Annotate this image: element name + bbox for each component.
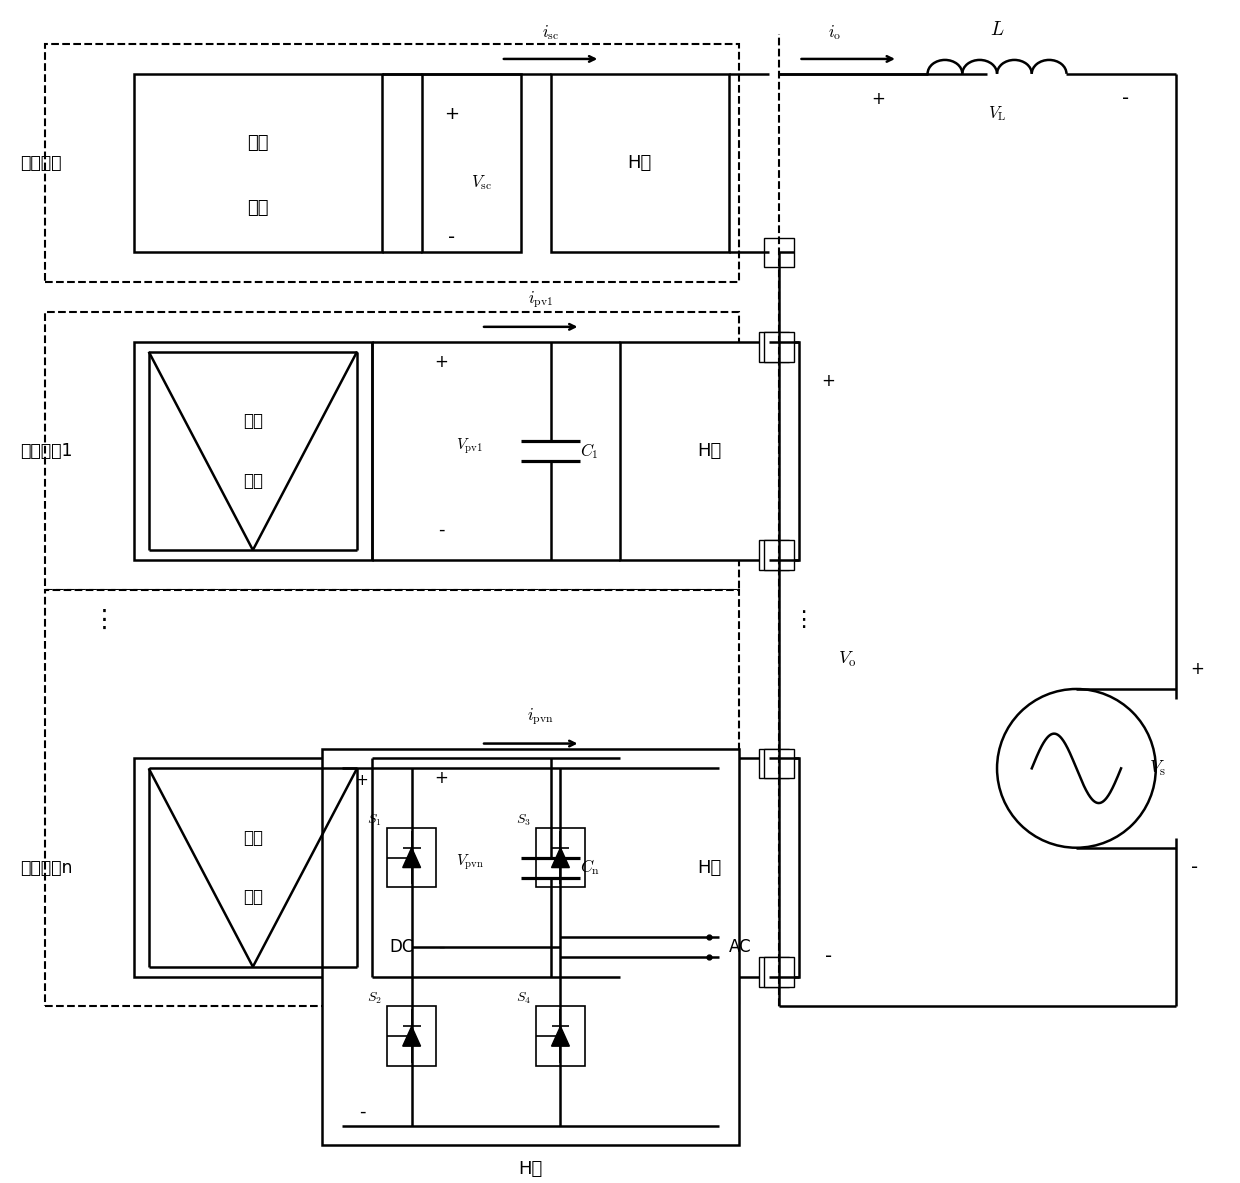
Bar (536, 1007, 585, 1066)
Text: H桥: H桥 (518, 1161, 543, 1178)
Text: AC: AC (729, 938, 751, 956)
Bar (322, 749, 739, 1145)
Text: -: - (1122, 89, 1130, 108)
Text: ⋮: ⋮ (92, 608, 117, 632)
Bar (764, 331, 794, 362)
Text: +: + (821, 373, 836, 390)
Text: 光伏: 光伏 (243, 412, 263, 431)
Polygon shape (403, 848, 420, 867)
Text: +: + (444, 104, 459, 123)
Text: $i_{\rm pv1}$: $i_{\rm pv1}$ (528, 289, 553, 310)
Text: $L$: $L$ (990, 21, 1004, 39)
Text: $S_3$: $S_3$ (516, 813, 531, 828)
Polygon shape (552, 1027, 569, 1046)
Text: 电池: 电池 (243, 888, 263, 906)
Text: +: + (1190, 660, 1204, 678)
Text: $V_{\rm pv1}$: $V_{\rm pv1}$ (456, 437, 484, 455)
Text: $V_{\rm sc}$: $V_{\rm sc}$ (471, 174, 492, 193)
Polygon shape (403, 1027, 420, 1046)
Bar (759, 957, 789, 987)
Text: $i_{\rm pvn}$: $i_{\rm pvn}$ (527, 706, 554, 726)
Text: -: - (825, 948, 832, 967)
Text: +: + (434, 353, 449, 370)
Text: 储能: 储能 (247, 135, 269, 153)
Text: +: + (434, 769, 449, 787)
Bar (387, 1007, 436, 1066)
Text: $V_{\rm L}$: $V_{\rm L}$ (988, 104, 1006, 123)
Bar (620, 342, 799, 560)
Bar (134, 342, 372, 560)
Bar (551, 73, 729, 252)
Text: DC: DC (389, 938, 414, 956)
Text: -: - (438, 522, 445, 539)
Text: 电池: 电池 (243, 472, 263, 490)
Bar (45, 44, 739, 283)
Text: 光伏: 光伏 (243, 829, 263, 847)
Text: $C_1$: $C_1$ (580, 441, 599, 460)
Bar (620, 758, 799, 977)
Bar (422, 73, 521, 252)
Text: H桥: H桥 (627, 154, 652, 172)
Text: $S_2$: $S_2$ (367, 991, 382, 1007)
Text: 普通单元1: 普通单元1 (20, 442, 72, 460)
Bar (764, 749, 794, 778)
Text: $C_{\rm n}$: $C_{\rm n}$ (580, 858, 600, 878)
Bar (759, 541, 789, 570)
Bar (134, 758, 372, 977)
Text: -: - (448, 228, 455, 247)
Bar (45, 312, 739, 590)
Text: -: - (1190, 858, 1198, 877)
Text: $V_{\rm o}$: $V_{\rm o}$ (838, 649, 857, 668)
Text: $V_{\rm pvn}$: $V_{\rm pvn}$ (456, 853, 485, 872)
Text: $i_{\rm sc}$: $i_{\rm sc}$ (542, 24, 559, 43)
Text: $V_{\rm s}$: $V_{\rm s}$ (1148, 758, 1166, 778)
Bar (764, 541, 794, 570)
Bar (387, 828, 436, 887)
Text: 元件: 元件 (247, 199, 269, 216)
Text: ⋮: ⋮ (792, 609, 815, 629)
Text: $S_4$: $S_4$ (516, 991, 531, 1007)
Text: 普通单元n: 普通单元n (20, 859, 72, 877)
Bar (134, 73, 382, 252)
Text: -: - (358, 1103, 366, 1120)
Bar (764, 957, 794, 987)
Text: 储能单元: 储能单元 (20, 154, 61, 172)
Bar (536, 828, 585, 887)
Text: $i_{\rm o}$: $i_{\rm o}$ (828, 24, 842, 43)
Text: +: + (870, 90, 885, 108)
Polygon shape (552, 848, 569, 867)
Text: -: - (438, 938, 445, 956)
Text: H桥: H桥 (697, 859, 722, 877)
Text: H桥: H桥 (697, 442, 722, 460)
Text: +: + (356, 774, 368, 788)
Bar (45, 590, 739, 1007)
Text: $S_1$: $S_1$ (367, 813, 382, 828)
Bar (759, 331, 789, 362)
Bar (759, 749, 789, 778)
Bar (764, 238, 794, 267)
